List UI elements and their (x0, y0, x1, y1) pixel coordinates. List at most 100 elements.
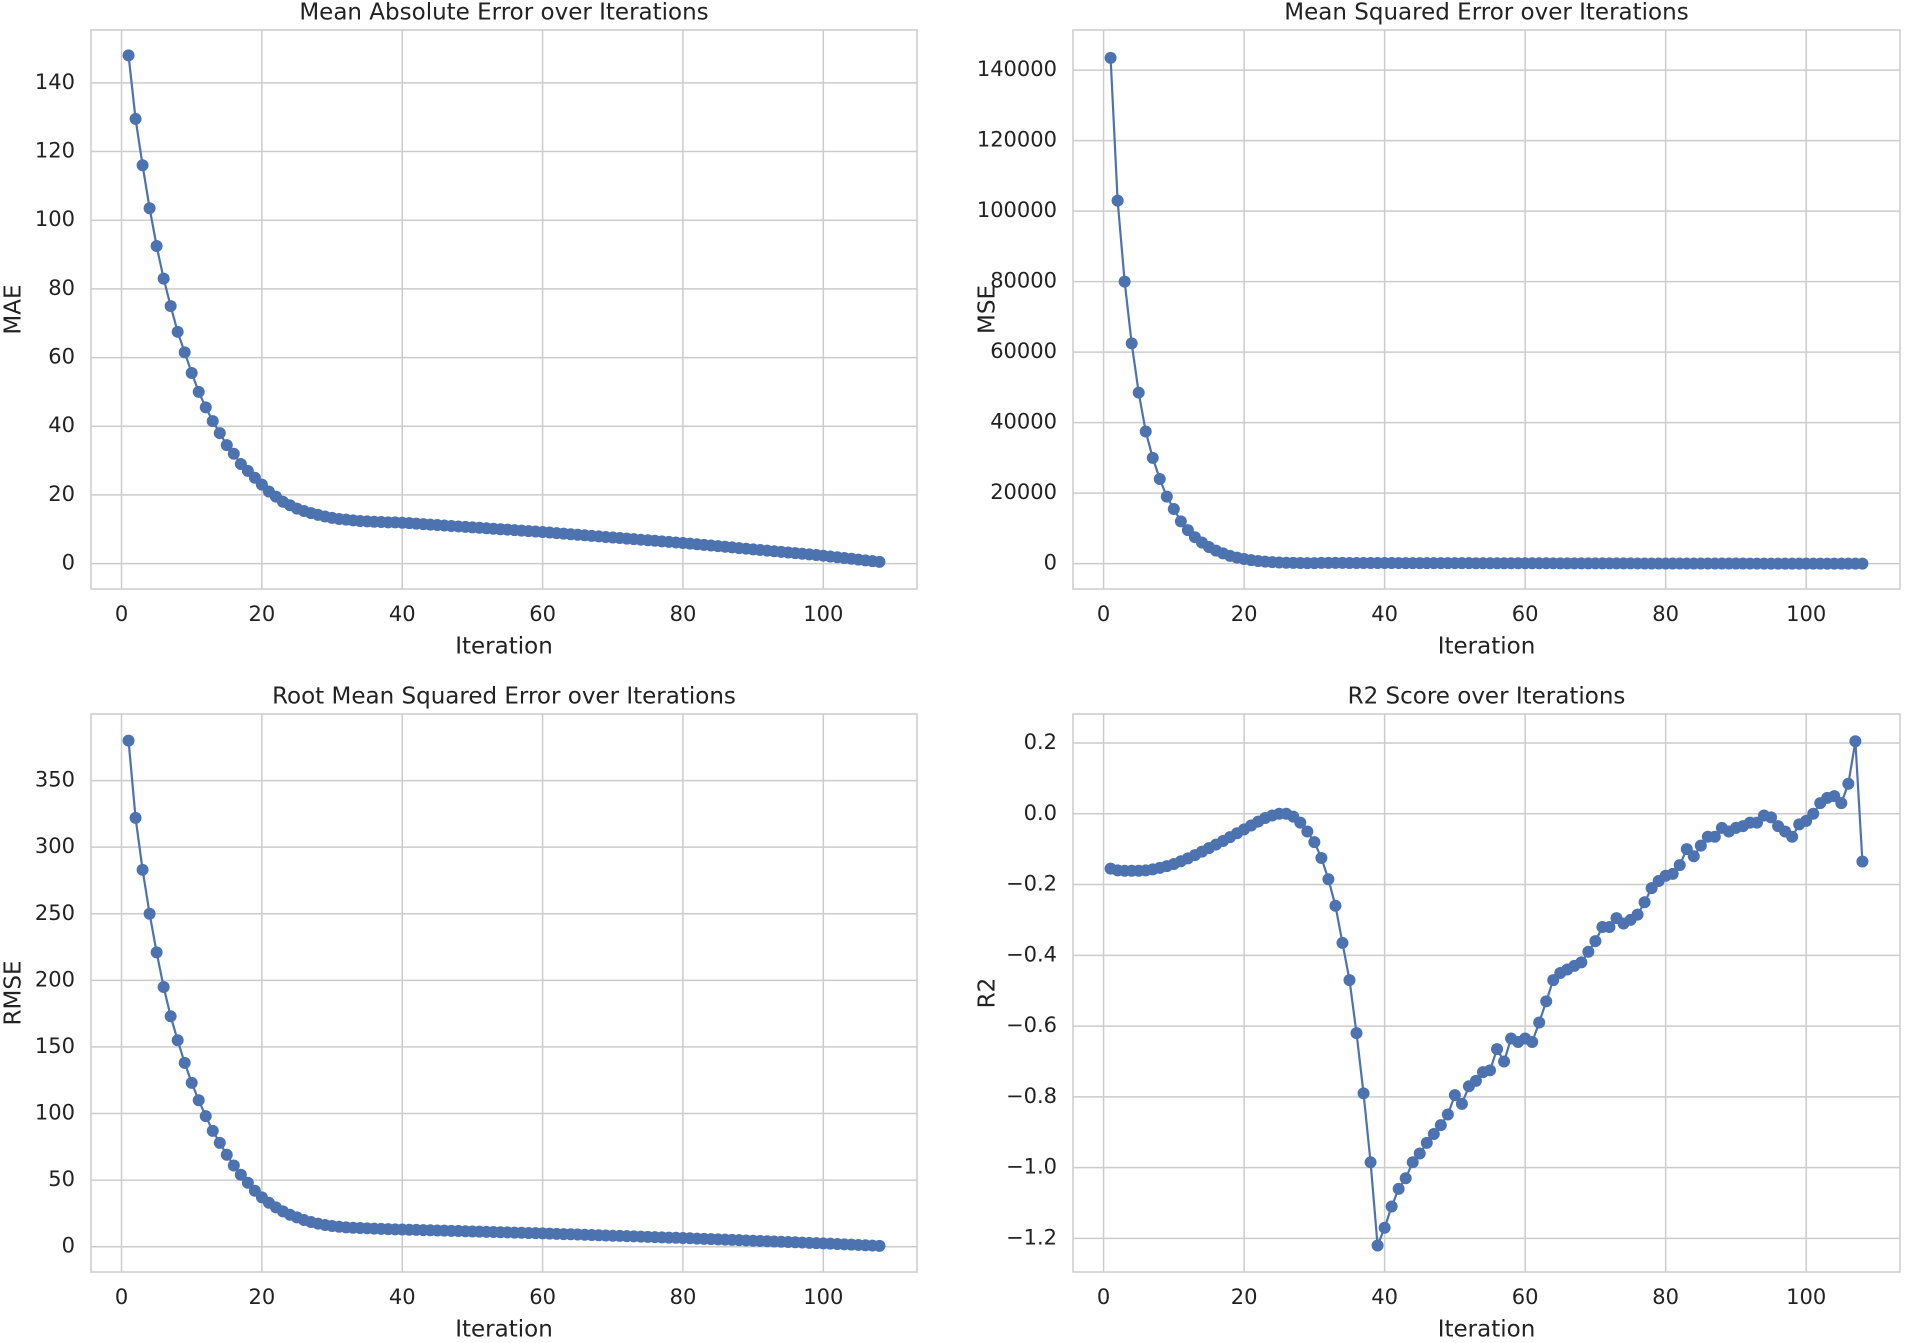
data-point (1455, 1097, 1468, 1110)
data-point (164, 300, 177, 313)
data-point (129, 112, 142, 125)
data-point (234, 1168, 247, 1181)
x-tick-label: 0 (1097, 602, 1110, 626)
data-point (1673, 859, 1686, 872)
x-tick-label: 20 (249, 1285, 276, 1309)
x-tick-label: 100 (803, 1285, 843, 1309)
data-point (136, 863, 149, 876)
data-point (1392, 1182, 1405, 1195)
y-tick-label: 0 (62, 1234, 75, 1258)
data-line (127, 55, 880, 563)
data-point (213, 1136, 226, 1149)
data-point (1491, 1043, 1504, 1056)
y-tick-label: 200 (35, 967, 75, 991)
x-tick-label: 40 (1371, 602, 1398, 626)
y-tick-label: 40000 (990, 410, 1057, 434)
y-tick-label: −0.2 (1006, 872, 1057, 896)
x-tick-label: 20 (1231, 602, 1258, 626)
data-point (1378, 1221, 1391, 1234)
y-tick-label: 100 (35, 1101, 75, 1125)
y-tick-label: 100000 (977, 198, 1057, 222)
y-tick-label: 120 (35, 139, 75, 163)
data-point (1849, 735, 1862, 748)
y-tick-label: −1.0 (1006, 1155, 1057, 1179)
data-point (220, 1148, 233, 1161)
plot-frame (1072, 29, 1901, 590)
chart-panel: 0 20 40 60 80 100 0 20000 40000 60000 80000 100000 1… (975, 0, 1901, 660)
data-point (1146, 451, 1159, 464)
data-point (206, 1124, 219, 1137)
y-axis-label: R2 (975, 978, 1001, 1009)
x-tick-label: 80 (1652, 602, 1679, 626)
y-tick-label: 40 (48, 413, 75, 437)
data-point (241, 1176, 254, 1189)
data-point (1469, 1074, 1482, 1087)
y-tick-label: −0.8 (1006, 1084, 1057, 1108)
data-point (1357, 1087, 1370, 1100)
y-tick-label: 60000 (990, 339, 1057, 363)
data-point (1104, 51, 1117, 64)
data-point (1301, 825, 1314, 838)
data-point (873, 555, 886, 568)
data-point (150, 239, 163, 252)
data-point (1835, 797, 1848, 810)
data-point (1765, 811, 1778, 824)
x-tick-label: 60 (1512, 602, 1539, 626)
data-point (1153, 473, 1166, 486)
data-point (1132, 386, 1145, 399)
y-axis-label: MAE (1, 284, 27, 334)
data-point (1807, 807, 1820, 820)
data-point (1350, 1027, 1363, 1040)
data-point (213, 427, 226, 440)
y-tick-label: 0.0 (1024, 801, 1057, 825)
x-tick-label: 0 (115, 602, 128, 626)
x-tick-label: 100 (803, 602, 843, 626)
y-tick-label: 140 (35, 70, 75, 94)
data-point (1582, 945, 1595, 958)
data-point (1666, 867, 1679, 880)
chart-title: Mean Squared Error over Iterations (1284, 0, 1688, 26)
data-point (192, 385, 205, 398)
data-point (1427, 1128, 1440, 1141)
data-point (1308, 836, 1321, 849)
data-point (178, 346, 191, 359)
data-point (1434, 1119, 1447, 1132)
data-point (1399, 1172, 1412, 1185)
data-point (227, 1159, 240, 1172)
x-tick-label: 0 (1097, 1285, 1110, 1309)
chart-title: R2 Score over Iterations (1348, 684, 1626, 710)
data-point (1498, 1055, 1511, 1068)
x-tick-label: 100 (1786, 1285, 1826, 1309)
data-point (1631, 908, 1644, 921)
data-point (143, 907, 156, 920)
data-point (199, 401, 212, 414)
data-point (1343, 974, 1356, 987)
plot-frame (90, 713, 918, 1273)
chart-title: Root Mean Squared Error over Iterations (272, 684, 736, 710)
data-point (185, 1076, 198, 1089)
y-tick-label: 20 (48, 482, 75, 506)
x-tick-label: 80 (670, 602, 697, 626)
y-tick-label: 50 (48, 1167, 75, 1191)
data-point (1406, 1156, 1419, 1169)
data-point (1526, 1036, 1539, 1049)
data-point (1371, 1239, 1384, 1252)
y-axis-label: MSE (975, 285, 1001, 334)
x-tick-label: 20 (249, 602, 276, 626)
data-point (164, 1010, 177, 1023)
data-point (136, 159, 149, 172)
data-point (1842, 777, 1855, 790)
y-tick-label: −1.2 (1006, 1225, 1057, 1249)
data-point (1336, 936, 1349, 949)
plot-frame (1072, 713, 1901, 1273)
data-point (129, 811, 142, 824)
x-tick-label: 0 (115, 1285, 128, 1309)
data-point (1786, 830, 1799, 843)
x-tick-label: 80 (670, 1285, 697, 1309)
data-point (1603, 921, 1616, 934)
data-point (1420, 1136, 1433, 1149)
data-point (1160, 490, 1173, 503)
data-point (1589, 935, 1602, 948)
x-tick-label: 40 (1371, 1285, 1398, 1309)
y-tick-label: 0 (1044, 551, 1057, 575)
